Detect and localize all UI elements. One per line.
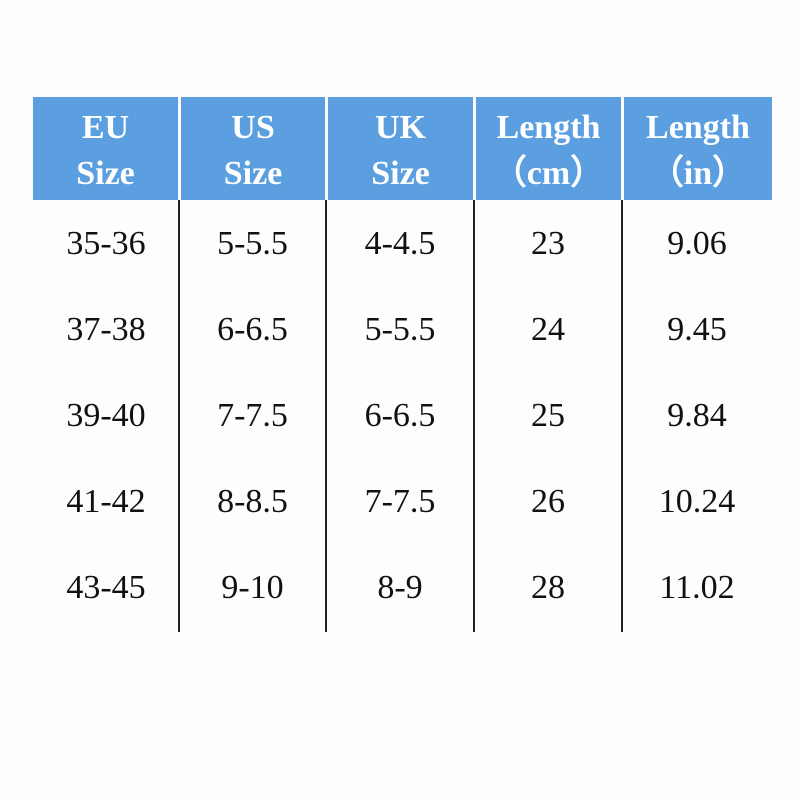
column-divider: [473, 200, 475, 632]
table-cell: 6-6.5: [217, 311, 288, 348]
table-cell: 9-10: [221, 569, 284, 606]
header-text: Size: [223, 155, 283, 192]
header-text: Size: [76, 155, 135, 192]
column-divider: [325, 200, 327, 632]
header-text: Length: [496, 109, 601, 146]
table-cell: 37-38: [66, 311, 146, 348]
table-cell: 7-7.5: [217, 397, 288, 434]
header-text: EU: [81, 109, 130, 146]
header-cell: Length （cm）: [476, 97, 621, 200]
header-text: Length: [646, 109, 750, 146]
table-cell: 39-40: [66, 397, 146, 434]
table-cell: 10.24: [658, 483, 736, 520]
table-cell: 35-36: [66, 225, 146, 262]
header-text: US: [231, 109, 275, 146]
header-text: （cm）: [492, 155, 605, 192]
header-text: UK: [375, 109, 426, 146]
header-text: Size: [371, 155, 430, 192]
table-cell: 5-5.5: [364, 311, 436, 348]
table-cell: 41-42: [66, 483, 146, 520]
table-cell: 9.06: [667, 225, 727, 262]
table-cell: 24: [531, 311, 565, 348]
column-divider: [621, 200, 623, 632]
table-cell: 5-5.5: [217, 225, 288, 262]
table-cell: 6-6.5: [364, 397, 436, 434]
table-cell: 43-45: [66, 569, 146, 606]
header-cell: EU Size: [33, 97, 178, 200]
table-cell: 9.84: [667, 397, 727, 434]
header-cell: Length （in）: [624, 97, 772, 200]
header-cell: UK Size: [328, 97, 473, 200]
table-cell: 9.45: [667, 311, 727, 348]
table-cell: 26: [531, 483, 565, 520]
table-cell: 4-4.5: [364, 225, 436, 262]
table-cell: 28: [531, 569, 565, 606]
header-cell: US Size: [181, 97, 325, 200]
column-divider: [178, 200, 180, 632]
header-text: （in）: [649, 155, 747, 192]
table-cell: 8-8.5: [217, 483, 288, 520]
table-cell: 8-9: [377, 569, 423, 606]
table-cell: 11.02: [659, 569, 735, 606]
table-cell: 7-7.5: [364, 483, 436, 520]
table-cell: 25: [531, 397, 565, 434]
table-cell: 23: [531, 225, 565, 262]
